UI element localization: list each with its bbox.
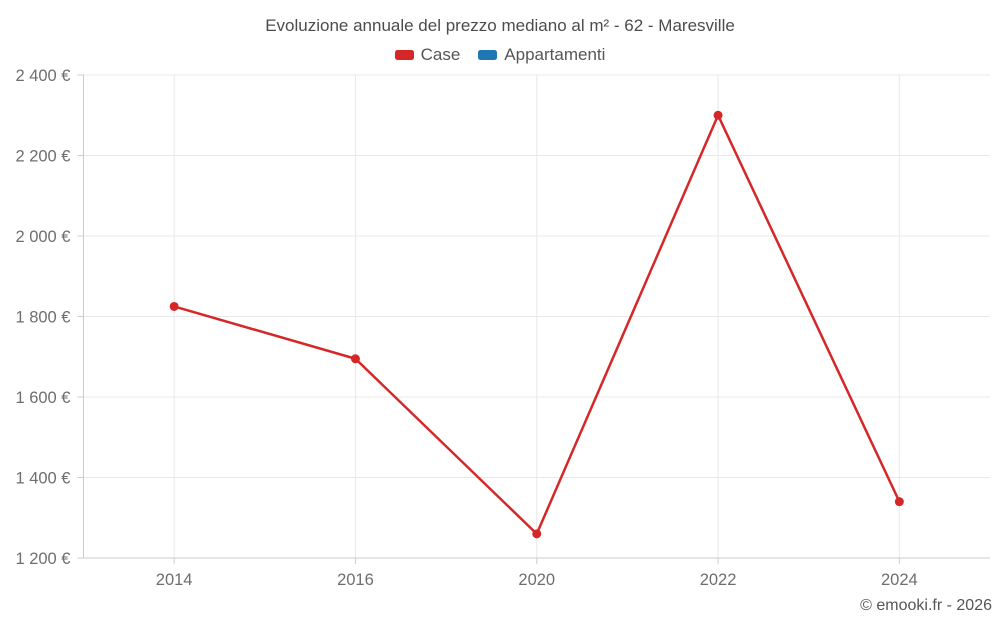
- y-tick-label: 2 200 €: [15, 148, 70, 166]
- y-tick-label: 1 800 €: [15, 309, 70, 327]
- legend-label-case: Case: [420, 45, 461, 64]
- chart-legend: Case Appartamenti: [0, 45, 1000, 65]
- appartamenti-legend-swatch-icon: [478, 50, 498, 60]
- y-tick-label: 1 600 €: [15, 389, 70, 407]
- case-legend-swatch-icon: [394, 50, 414, 60]
- legend-item-appartamenti[interactable]: Appartamenti: [478, 45, 605, 65]
- x-tick-label: 2024: [881, 571, 918, 589]
- x-tick-label: 2022: [700, 571, 737, 589]
- legend-item-case[interactable]: Case: [394, 45, 461, 65]
- x-tick-label: 2014: [156, 571, 193, 589]
- case-data-point[interactable]: [350, 354, 360, 364]
- case-data-point[interactable]: [894, 497, 904, 507]
- y-tick-label: 1 400 €: [15, 470, 70, 488]
- copyright-text: © emooki.fr - 2026: [860, 597, 992, 614]
- chart-title: Evoluzione annuale del prezzo mediano al…: [265, 16, 735, 35]
- case-data-point[interactable]: [532, 529, 542, 539]
- case-data-point[interactable]: [713, 110, 723, 120]
- legend-label-appartamenti: Appartamenti: [504, 45, 606, 64]
- x-tick-label: 2016: [337, 571, 374, 589]
- x-tick-label: 2020: [518, 571, 555, 589]
- y-tick-label: 1 200 €: [15, 550, 70, 568]
- case-data-point[interactable]: [169, 301, 179, 311]
- y-tick-label: 2 000 €: [15, 228, 70, 246]
- y-tick-label: 2 400 €: [15, 67, 70, 85]
